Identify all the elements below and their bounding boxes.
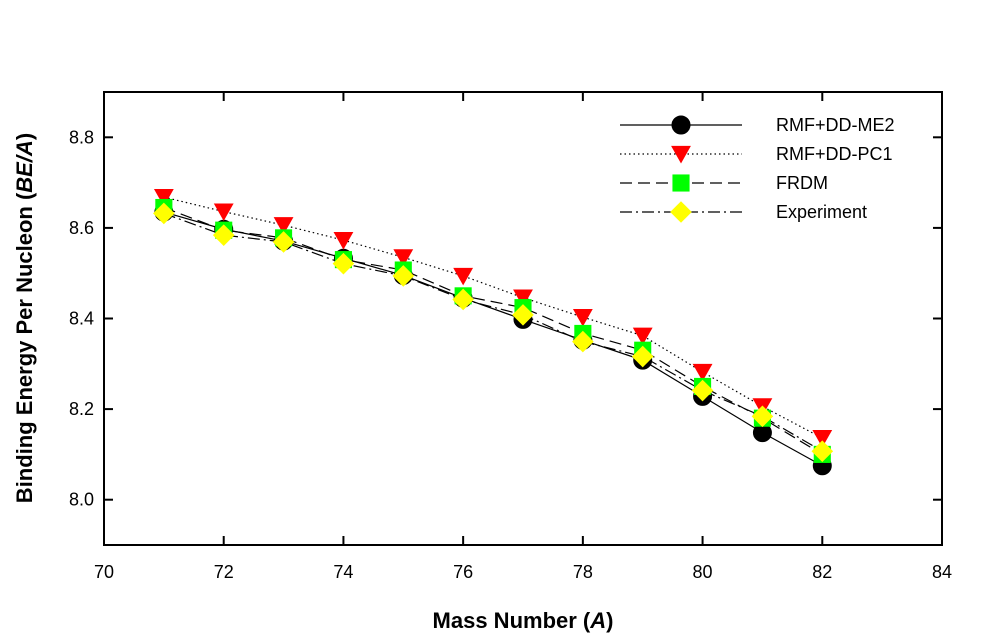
legend: RMF+DD-ME2 RMF+DD-PC1 FRDM Experiment (620, 115, 895, 223)
x-axis-title-part: ) (606, 608, 613, 633)
axis-ticks: 70 72 74 76 78 80 82 84 8.0 8.2 8.4 8.6 8.8 (69, 92, 952, 582)
data-point-triangle-down (453, 267, 474, 286)
data-point-diamond (272, 231, 295, 253)
data-point-diamond (512, 304, 534, 326)
y-axis-title: Binding Energy Per Nucleon (BE/A) (12, 133, 37, 503)
data-point-triangle-down (153, 188, 174, 207)
legend-label: RMF+DD-PC1 (776, 144, 893, 164)
x-tick-label: 78 (573, 562, 593, 582)
data-point-diamond (153, 202, 175, 225)
legend-marker-triangle-down (671, 145, 691, 164)
series-line (163, 211, 823, 467)
y-tick-label: 8.4 (69, 309, 94, 329)
legend-marker-diamond (670, 201, 692, 223)
series-lines (163, 196, 823, 467)
y-tick-label: 8.6 (69, 218, 94, 238)
x-axis-title-italic: A (589, 608, 606, 633)
x-tick-label: 70 (94, 562, 114, 582)
x-tick-label: 80 (693, 562, 713, 582)
x-tick-label: 76 (453, 562, 473, 582)
x-tick-label: 84 (932, 562, 952, 582)
series-line (163, 196, 823, 439)
legend-marker-circle (671, 115, 691, 135)
x-tick-label: 82 (812, 562, 832, 582)
legend-label: FRDM (776, 173, 828, 193)
data-point-diamond (631, 345, 654, 368)
data-point-diamond (332, 252, 355, 275)
data-point-diamond (572, 330, 594, 353)
x-tick-label: 74 (333, 562, 353, 582)
data-point-triangle-down (632, 327, 653, 346)
legend-label: RMF+DD-ME2 (776, 115, 895, 135)
legend-marker-square (672, 174, 690, 192)
data-point-diamond (691, 379, 714, 402)
series-line (163, 206, 823, 455)
data-point-triangle-down (273, 217, 294, 235)
series-markers (153, 188, 834, 476)
data-point-diamond (392, 265, 415, 287)
data-point-triangle-down (393, 249, 414, 267)
x-axis-title-part: Mass Number ( (433, 608, 591, 633)
y-axis-title-part: Binding Energy Per Nucleon ( (12, 192, 37, 503)
data-point-diamond (212, 224, 235, 246)
y-axis-title-italic: BE/A (12, 140, 37, 193)
x-axis-title: Mass Number (A) (433, 608, 614, 633)
data-point-triangle-down (513, 289, 533, 308)
x-tick-label: 72 (214, 562, 234, 582)
data-point-triangle-down (692, 363, 713, 382)
y-tick-label: 8.8 (69, 127, 94, 147)
data-point-triangle-down (333, 232, 354, 250)
data-point-diamond (751, 405, 774, 428)
series-line (163, 212, 823, 452)
data-point-triangle-down (812, 429, 833, 448)
y-tick-label: 8.2 (69, 399, 94, 419)
data-point-diamond (811, 440, 834, 463)
data-point-diamond (452, 288, 474, 311)
data-point-triangle-down (572, 309, 593, 327)
legend-label: Experiment (776, 202, 867, 222)
y-axis-title-part: ) (12, 133, 37, 140)
y-tick-label: 8.0 (69, 490, 94, 510)
data-point-triangle-down (213, 203, 234, 222)
